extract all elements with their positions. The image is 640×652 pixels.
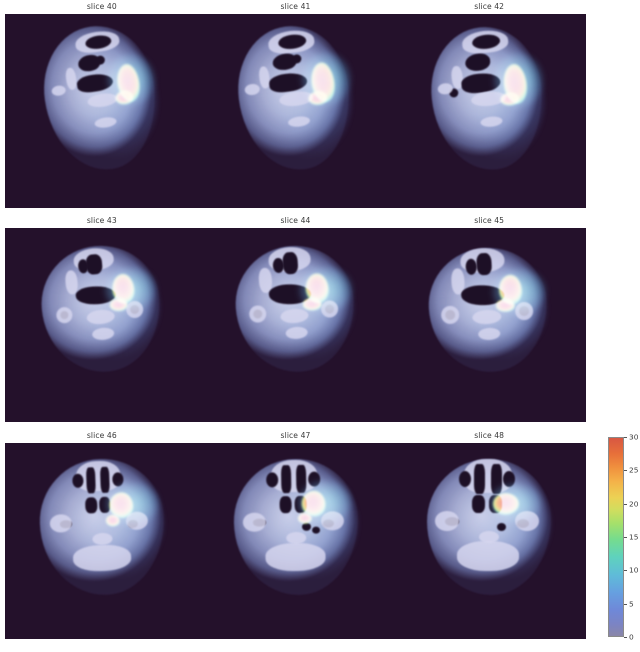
slice-panel-45[interactable] (392, 228, 586, 422)
colorbar-gradient (608, 437, 624, 637)
panel-title-slice-45: slice 45 (474, 216, 505, 225)
title-band-row-2: slice 43 slice 44 slice 45 (5, 215, 586, 227)
panel-title-slice-47: slice 47 (280, 431, 311, 440)
colorbar-label-10: 10 (629, 565, 639, 575)
slice-panel-48[interactable] (392, 443, 586, 639)
colorbar-tick-0 (624, 637, 627, 638)
colorbar-label-30: 30 (629, 432, 639, 442)
panel-title-slice-44: slice 44 (280, 216, 311, 225)
slice-panel-43[interactable] (5, 228, 199, 422)
colorbar-tick-5 (624, 604, 627, 605)
colorbar-label-0: 0 (629, 632, 634, 642)
slice-panel-46[interactable] (5, 443, 199, 639)
title-band-row-1: slice 40 slice 41 slice 42 (5, 1, 586, 13)
panel-title-slice-42: slice 42 (474, 2, 505, 11)
slice-row-3 (5, 443, 586, 639)
colorbar-tick-25 (624, 470, 627, 471)
slice-panel-40[interactable] (5, 14, 199, 208)
panel-title-slice-43: slice 43 (86, 216, 117, 225)
panel-title-slice-41: slice 41 (280, 2, 311, 11)
colorbar-label-5: 5 (629, 599, 634, 609)
title-band-row-3: slice 46 slice 47 slice 48 (5, 430, 586, 442)
colorbar-tick-30 (624, 437, 627, 438)
slice-panel-41[interactable] (199, 14, 393, 208)
colorbar[interactable]: 30 25 20 15 10 5 0 (608, 433, 638, 641)
panel-title-slice-40: slice 40 (86, 2, 117, 11)
colorbar-tick-15 (624, 537, 627, 538)
colorbar-label-15: 15 (629, 532, 639, 542)
slice-panel-47[interactable] (199, 443, 393, 639)
colorbar-tick-20 (624, 504, 627, 505)
slice-row-1 (5, 14, 586, 208)
slice-panel-42[interactable] (392, 14, 586, 208)
slice-row-2 (5, 228, 586, 422)
panel-title-slice-48: slice 48 (474, 431, 505, 440)
colorbar-label-20: 20 (629, 499, 639, 509)
slice-panel-44[interactable] (199, 228, 393, 422)
colorbar-tick-10 (624, 570, 627, 571)
panel-title-slice-46: slice 46 (86, 431, 117, 440)
colorbar-label-25: 25 (629, 465, 639, 475)
